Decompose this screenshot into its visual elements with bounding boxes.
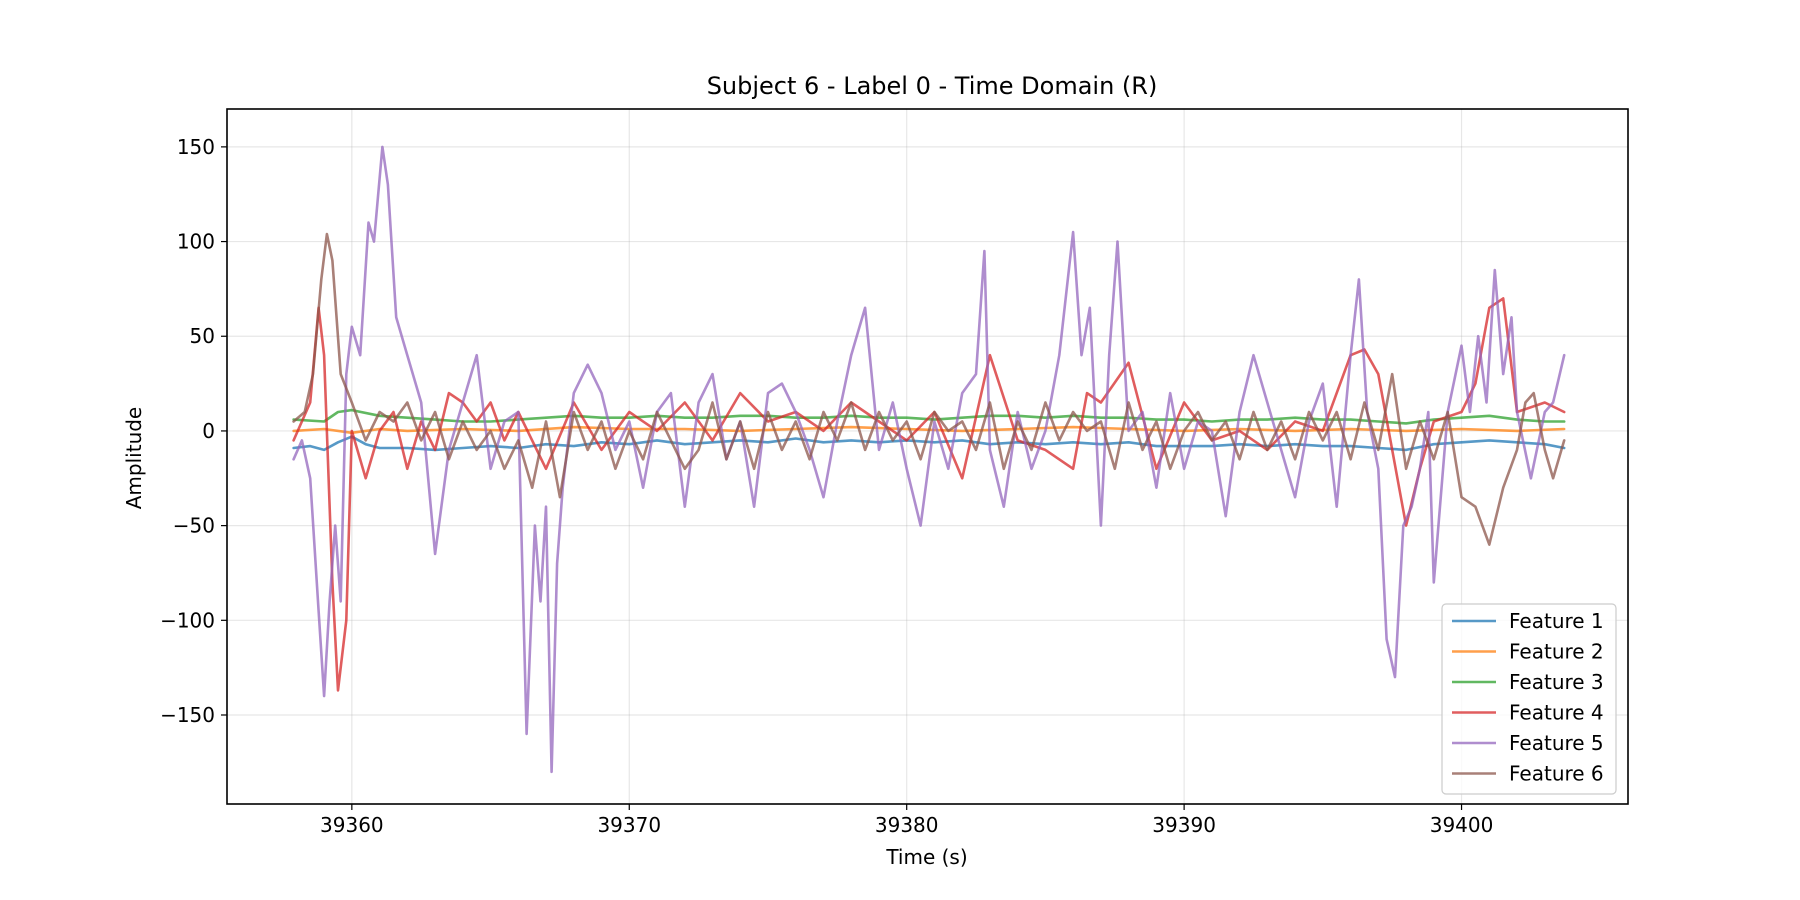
x-tick-label: 39390 bbox=[1152, 813, 1216, 837]
y-axis-ticks: 150 100 50 0 −50 −100 −150 bbox=[160, 135, 227, 727]
legend-label-2: Feature 2 bbox=[1509, 640, 1604, 664]
legend-label-3: Feature 3 bbox=[1509, 670, 1604, 694]
legend-label-5: Feature 5 bbox=[1509, 731, 1604, 755]
series-line-5 bbox=[292, 145, 1566, 774]
x-tick-label: 39360 bbox=[320, 813, 384, 837]
chart-title: Subject 6 - Label 0 - Time Domain (R) bbox=[707, 72, 1158, 100]
y-tick-label: 100 bbox=[177, 230, 215, 254]
y-tick-label: −50 bbox=[173, 514, 215, 538]
y-tick-label: 50 bbox=[190, 324, 215, 348]
y-tick-label: 150 bbox=[177, 135, 215, 159]
series-line-6 bbox=[292, 232, 1566, 546]
y-tick-label: −150 bbox=[160, 703, 215, 727]
legend-label-1: Feature 1 bbox=[1509, 609, 1604, 633]
plot-frame bbox=[226, 108, 1629, 805]
y-tick-label: 0 bbox=[202, 419, 215, 443]
x-tick-label: 39380 bbox=[875, 813, 939, 837]
y-axis-label: Amplitude bbox=[122, 407, 146, 510]
legend-label-6: Feature 6 bbox=[1509, 762, 1604, 786]
x-tick-label: 39400 bbox=[1430, 813, 1494, 837]
y-tick-label: −100 bbox=[160, 608, 215, 632]
x-axis-label: Time (s) bbox=[885, 845, 967, 869]
legend: Feature 1 Feature 2 Feature 3 Feature 4 Feat… bbox=[1441, 603, 1617, 795]
series-layer bbox=[292, 145, 1566, 774]
x-axis-ticks: 39360 39370 39380 39390 39400 bbox=[320, 804, 1493, 837]
legend-label-4: Feature 4 bbox=[1509, 701, 1604, 725]
x-tick-label: 39370 bbox=[597, 813, 661, 837]
